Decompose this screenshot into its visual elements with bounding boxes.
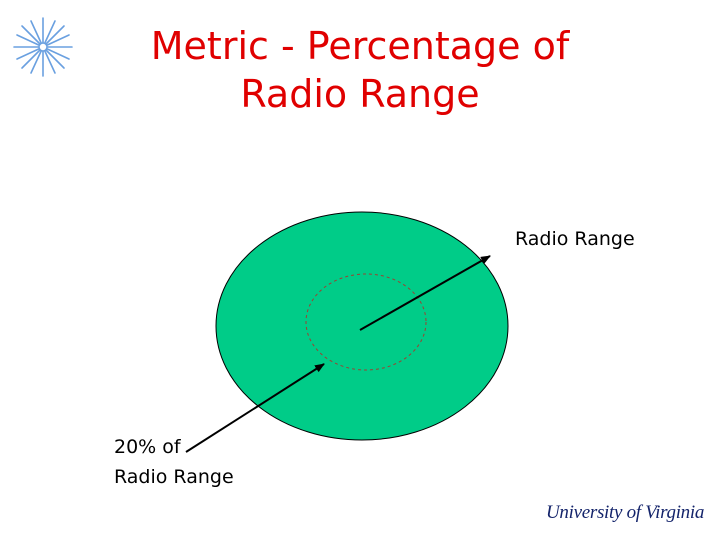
slide-title: Metric - Percentage of Radio Range bbox=[150, 24, 570, 116]
radio-range-circle bbox=[215, 211, 509, 441]
inner-range-label-line1: 20% of bbox=[114, 436, 181, 458]
radio-range-arrow bbox=[359, 255, 491, 331]
inner-range-circle bbox=[305, 273, 427, 371]
inner-range-arrow bbox=[185, 363, 325, 453]
inner-range-label-line2: Radio Range bbox=[114, 466, 234, 488]
radio-range-label: Radio Range bbox=[515, 228, 635, 250]
star-burst-icon bbox=[13, 17, 73, 77]
university-logo: University of Virginia bbox=[546, 502, 705, 523]
